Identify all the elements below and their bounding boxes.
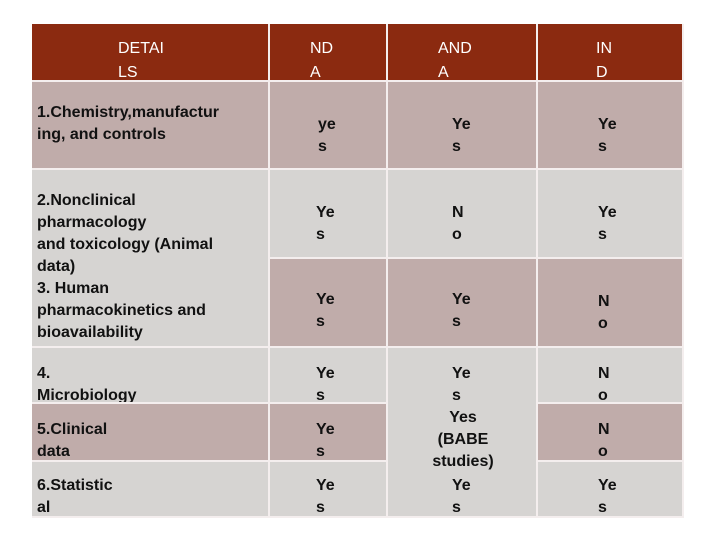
row-statistical-label: 6.Statistic al bbox=[37, 477, 113, 516]
row-nonclinical-nda: Ye s bbox=[316, 204, 335, 243]
row-chemistry-ind-cell: Ye s bbox=[538, 82, 684, 170]
row-human-ind-cell: N o bbox=[538, 259, 684, 348]
header-ind-text: IN D bbox=[596, 40, 612, 81]
row-chemistry-label: 1.Chemistry,manufactur ing, and controls bbox=[37, 104, 219, 143]
row-clinical-nda-cell: Ye s bbox=[270, 404, 388, 462]
row-statistical-nda: Ye s bbox=[316, 477, 335, 516]
row-nonclinical-nda-cell: Ye s bbox=[270, 170, 388, 259]
header-details-text: DETAI LS bbox=[118, 40, 164, 81]
row-chemistry-anda: Ye s bbox=[452, 116, 471, 155]
row-statistical-anda: Ye s bbox=[452, 477, 471, 516]
row-nonclinical-anda: N o bbox=[452, 204, 464, 243]
row-chemistry-nda-cell: ye s bbox=[270, 82, 388, 170]
row-chemistry-nda: ye s bbox=[318, 116, 336, 155]
row-clinical-label-cell: 5.Clinical data bbox=[32, 404, 270, 462]
anda-merged-cell: Ye s Yes (BABE studies) Ye s bbox=[388, 348, 538, 518]
row-microbiology-ind: N o bbox=[598, 365, 610, 404]
row-human-anda: Ye s bbox=[452, 291, 471, 330]
row-clinical-ind: N o bbox=[598, 421, 610, 460]
header-nda: ND A bbox=[270, 24, 388, 82]
row-microbiology-anda: Ye s bbox=[452, 365, 471, 404]
row-human-label: 3. Human pharmacokinetics and bioavailab… bbox=[37, 280, 206, 341]
row-microbiology-ind-cell: N o bbox=[538, 348, 684, 404]
row-statistical-ind: Ye s bbox=[598, 477, 617, 516]
row-statistical-nda-cell: Ye s bbox=[270, 462, 388, 518]
row-nonclinical-ind: Ye s bbox=[598, 204, 617, 243]
header-anda: AND A bbox=[388, 24, 538, 82]
row-human-nda-cell: Ye s bbox=[270, 259, 388, 348]
row-statistical-ind-cell: Ye s bbox=[538, 462, 684, 518]
row-nonclinical-human-label-cell: 2.Nonclinical pharmacology and toxicolog… bbox=[32, 170, 270, 348]
row-clinical-label: 5.Clinical data bbox=[37, 421, 108, 460]
row-human-ind: N o bbox=[598, 293, 610, 332]
row-microbiology-label-cell: 4. Microbiology bbox=[32, 348, 270, 404]
row-nonclinical-anda-cell: N o bbox=[388, 170, 538, 259]
row-nonclinical-label: 2.Nonclinical pharmacology and toxicolog… bbox=[37, 192, 214, 275]
row-clinical-nda: Ye s bbox=[316, 421, 335, 460]
header-details: DETAI LS bbox=[32, 24, 270, 82]
row-statistical-label-cell: 6.Statistic al bbox=[32, 462, 270, 518]
header-ind: IN D bbox=[538, 24, 684, 82]
row-microbiology-nda-cell: Ye s bbox=[270, 348, 388, 404]
row-microbiology-label: 4. Microbiology bbox=[37, 365, 137, 404]
header-nda-text: ND A bbox=[310, 40, 334, 81]
row-clinical-ind-cell: N o bbox=[538, 404, 684, 462]
row-nonclinical-ind-cell: Ye s bbox=[538, 170, 684, 259]
row-clinical-anda: Yes (BABE studies) bbox=[432, 409, 494, 470]
header-anda-text: AND A bbox=[438, 40, 472, 81]
row-microbiology-nda: Ye s bbox=[316, 365, 335, 404]
row-chemistry-anda-cell: Ye s bbox=[388, 82, 538, 170]
row-chemistry-label-cell: 1.Chemistry,manufactur ing, and controls bbox=[32, 82, 270, 170]
row-chemistry-ind: Ye s bbox=[598, 116, 617, 155]
row-human-anda-cell: Ye s bbox=[388, 259, 538, 348]
row-human-nda: Ye s bbox=[316, 291, 335, 330]
